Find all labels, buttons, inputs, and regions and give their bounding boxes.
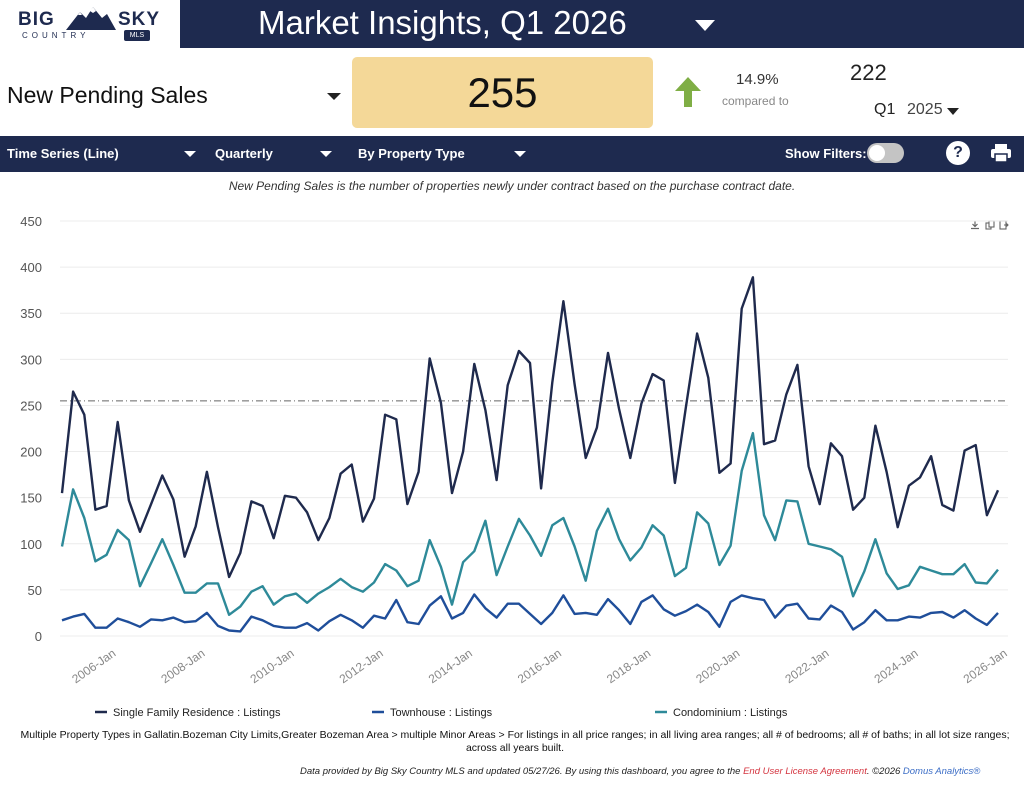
previous-value: 222 bbox=[850, 60, 887, 85]
previous-year-select[interactable]: 2025 bbox=[907, 101, 943, 118]
y-tick-label: 450 bbox=[20, 214, 42, 229]
breakdown-select[interactable]: By Property Type bbox=[358, 146, 465, 161]
series-line-1 bbox=[61, 593, 999, 633]
download-icon[interactable] bbox=[970, 220, 980, 230]
y-tick-label: 0 bbox=[35, 629, 42, 644]
x-tick-label: 2008-Jan bbox=[158, 646, 207, 686]
legend-label: Single Family Residence : Listings bbox=[113, 707, 281, 719]
legend-label: Townhouse : Listings bbox=[390, 707, 493, 719]
metric-description: New Pending Sales is the number of prope… bbox=[228, 179, 796, 193]
y-tick-label: 150 bbox=[20, 491, 42, 506]
logo-badge: MLS bbox=[124, 30, 150, 41]
y-tick-label: 350 bbox=[20, 306, 42, 321]
x-tick-label: 2016-Jan bbox=[515, 646, 564, 686]
change-percent: 14.9% bbox=[736, 71, 779, 88]
x-tick-label: 2026-Jan bbox=[961, 646, 1010, 686]
line-chart: 0 50 100 150 200 250 300 350 400 450 2006-Jan 2008-… bbox=[20, 214, 1010, 719]
y-tick-label: 50 bbox=[28, 583, 42, 598]
logo-sub: COUNTRY bbox=[22, 31, 90, 40]
arrow-up-icon bbox=[675, 77, 701, 107]
toggle-knob bbox=[869, 145, 885, 161]
y-tick-label: 400 bbox=[20, 260, 42, 275]
y-tick-label: 250 bbox=[20, 398, 42, 413]
x-tick-label: 2014-Jan bbox=[426, 646, 475, 686]
previous-quarter[interactable]: Q1 bbox=[874, 101, 896, 118]
credit-text: Data provided by Big Sky Country MLS and… bbox=[300, 766, 744, 777]
kpi-value-box: 255 bbox=[352, 57, 653, 128]
y-tick-label: 200 bbox=[20, 445, 42, 460]
help-button[interactable]: ? bbox=[946, 141, 970, 165]
legend-label: Condominium : Listings bbox=[673, 707, 788, 719]
x-tick-label: 2022-Jan bbox=[782, 646, 831, 686]
print-icon[interactable] bbox=[990, 143, 1012, 163]
logo: BIG SKY COUNTRY MLS bbox=[0, 0, 180, 48]
logo-word-big: BIG bbox=[18, 9, 55, 30]
metric-dropdown-caret-icon[interactable] bbox=[327, 93, 341, 100]
x-tick-label: 2006-Jan bbox=[69, 646, 118, 686]
show-filters-label: Show Filters: bbox=[785, 146, 867, 161]
chart-type-select[interactable]: Time Series (Line) bbox=[7, 146, 119, 161]
y-tick-label: 100 bbox=[20, 537, 42, 552]
x-tick-label: 2018-Jan bbox=[604, 646, 653, 686]
period-caret-icon[interactable] bbox=[320, 151, 332, 157]
data-credit: Data provided by Big Sky Country MLS and… bbox=[300, 766, 980, 777]
period-select[interactable]: Quarterly bbox=[215, 146, 273, 161]
eula-link[interactable]: End User License Agreement bbox=[743, 766, 867, 777]
x-tick-label: 2010-Jan bbox=[248, 646, 297, 686]
footnote: Multiple Property Types in Gallatin.Boze… bbox=[20, 729, 1010, 754]
domus-link[interactable]: Domus Analytics® bbox=[902, 766, 981, 777]
x-tick-label: 2012-Jan bbox=[337, 646, 386, 686]
y-tick-label: 300 bbox=[20, 352, 42, 367]
credit-suffix: . ©2026 bbox=[866, 766, 903, 777]
compared-label: compared to bbox=[722, 94, 789, 108]
x-tick-label: 2020-Jan bbox=[693, 646, 742, 686]
metric-select[interactable]: New Pending Sales bbox=[7, 82, 208, 108]
series-line-2 bbox=[60, 431, 999, 616]
show-filters-toggle[interactable] bbox=[867, 143, 904, 163]
compare-dropdown-caret-icon[interactable] bbox=[947, 108, 959, 115]
page-title: Market Insights, Q1 2026 bbox=[258, 4, 627, 41]
mountain-icon bbox=[66, 7, 116, 30]
breakdown-caret-icon[interactable] bbox=[514, 151, 526, 157]
chart-type-caret-icon[interactable] bbox=[184, 151, 196, 157]
x-tick-label: 2024-Jan bbox=[872, 646, 921, 686]
toolbar: Time Series (Line) Quarterly By Property… bbox=[0, 136, 1024, 172]
period-dropdown-caret-icon[interactable] bbox=[695, 20, 715, 31]
logo-word-sky: SKY bbox=[118, 9, 161, 30]
series-line-0 bbox=[60, 276, 1000, 579]
kpi-value: 255 bbox=[467, 69, 538, 116]
